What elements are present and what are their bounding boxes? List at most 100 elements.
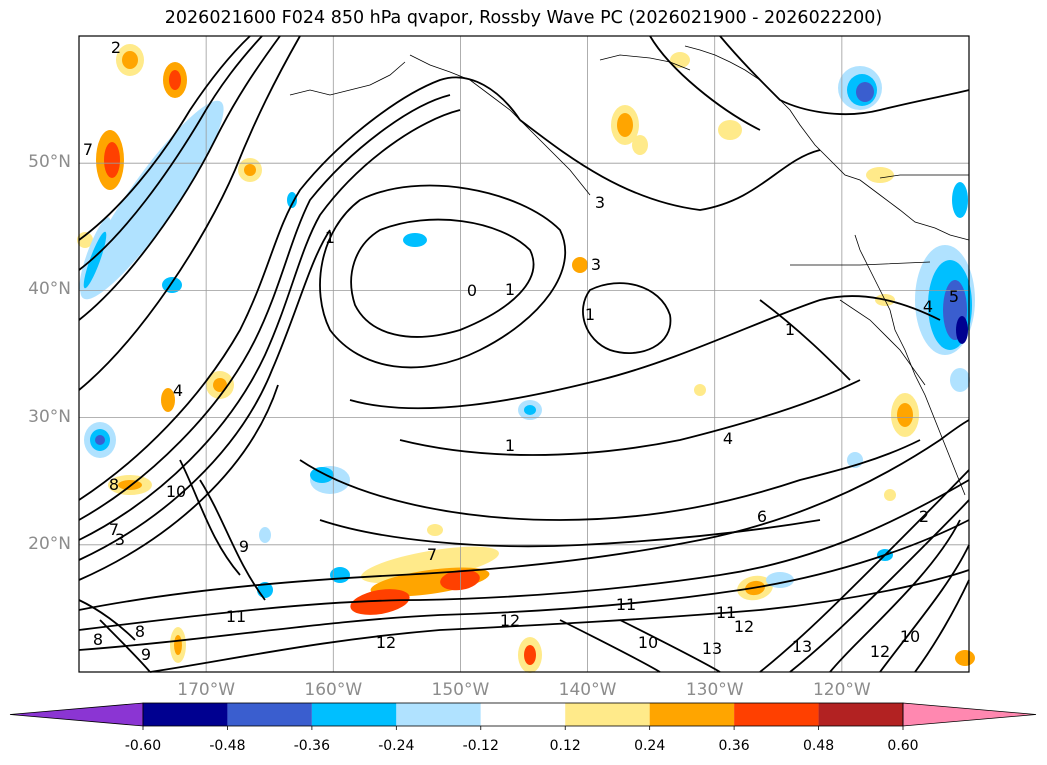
anomaly-blob — [950, 368, 970, 392]
contour-label: 1 — [785, 320, 795, 339]
anomaly-blob — [259, 527, 271, 543]
contour-line — [914, 579, 970, 673]
contour-label: 10 — [900, 627, 920, 646]
coastline — [839, 299, 926, 386]
contour-line — [319, 519, 821, 548]
contour-label: 1 — [585, 305, 595, 324]
contour-line — [582, 282, 672, 354]
anomaly-blob — [122, 51, 138, 69]
contour-line — [78, 35, 263, 271]
anomaly-blob — [80, 100, 224, 300]
contour-label: 2 — [111, 38, 121, 57]
anomaly-blob — [718, 120, 742, 140]
contour-line — [719, 35, 970, 116]
contour-line — [78, 229, 331, 561]
contour-line — [78, 35, 301, 391]
colorbar-tick-label: 0.60 — [887, 738, 919, 754]
contour-label: 3 — [591, 255, 601, 274]
colorbar-extend-max — [902, 702, 1037, 727]
map-title: 2026021600 F024 850 hPa qvapor, Rossby W… — [164, 8, 883, 28]
contour-line — [78, 519, 970, 651]
contour-label: 1 — [505, 280, 515, 299]
contour-label: 13 — [792, 637, 812, 656]
contour-line — [319, 184, 566, 369]
contour-label: 12 — [870, 642, 890, 661]
contour-label: 6 — [757, 507, 767, 526]
lat-label: 40°N — [28, 279, 71, 300]
anomaly-blob — [77, 232, 93, 248]
contour-line — [78, 384, 279, 581]
contour-line — [559, 619, 661, 673]
anomaly-blob — [95, 435, 105, 445]
contour-line — [829, 519, 961, 673]
contour-line — [519, 119, 821, 211]
contour-label: 7 — [83, 140, 93, 159]
colorbar-tick-label: 0.24 — [634, 738, 666, 754]
lon-label: 170°W — [177, 680, 236, 700]
colorbar — [9, 702, 1037, 730]
contour-label: 7 — [109, 520, 119, 539]
contour-line — [759, 299, 851, 381]
contour-line — [78, 76, 521, 501]
anomaly-blob — [956, 316, 968, 344]
anomaly-blob — [617, 113, 633, 137]
contour-line — [78, 94, 451, 521]
contour-line — [78, 479, 970, 631]
coastline — [879, 174, 969, 179]
coastline — [684, 45, 970, 241]
lon-label: 120°W — [812, 680, 871, 700]
contour-label: 12 — [500, 611, 520, 630]
contour-label: 9 — [141, 645, 151, 664]
anomaly-blob — [361, 546, 499, 584]
anomaly-blob — [897, 403, 913, 427]
anomaly-blob — [169, 70, 181, 90]
anomaly-blob — [427, 524, 443, 536]
colorbar-tick-label: 0.12 — [549, 738, 581, 754]
anomaly-blob — [104, 142, 120, 178]
contour-label: 8 — [135, 622, 145, 641]
contour-label: 12 — [376, 633, 396, 652]
contour-line — [179, 459, 241, 576]
colorbar-tick-label: -0.60 — [124, 738, 162, 754]
anomaly-blob — [572, 257, 588, 273]
anomaly-blob — [161, 388, 175, 412]
colorbar-bin — [227, 703, 312, 726]
coastline — [854, 234, 966, 496]
anomaly-blob — [884, 489, 896, 501]
lat-label: 50°N — [28, 152, 71, 173]
contour-line — [78, 35, 281, 321]
contour-label: 8 — [109, 475, 119, 494]
lon-label: 150°W — [431, 680, 490, 700]
colorbar-bin — [649, 703, 735, 726]
coastline — [409, 54, 591, 196]
contour-label: 10 — [638, 633, 658, 652]
contour-line — [649, 35, 761, 131]
contour-line — [199, 479, 266, 601]
colorbar-tick-label: -0.12 — [462, 738, 499, 754]
contour-label: 3 — [115, 530, 125, 549]
contour-line — [99, 619, 151, 673]
contour-line — [78, 419, 970, 611]
coastline — [289, 61, 406, 96]
contour-line — [78, 35, 251, 241]
anomaly-blob — [856, 82, 874, 102]
coastlines — [289, 45, 970, 496]
anomaly-blob — [287, 192, 297, 208]
contour-label: 13 — [702, 639, 722, 658]
contour-label: 4 — [173, 381, 183, 400]
lon-label: 160°W — [304, 680, 363, 700]
anomaly-blob — [866, 167, 894, 183]
colorbar-bin — [143, 703, 228, 726]
contour-label: 11 — [716, 603, 736, 622]
anomaly-blob — [694, 384, 706, 396]
anomaly-blob — [83, 231, 107, 289]
contour-label: 9 — [239, 537, 249, 556]
contour-label: 10 — [166, 482, 186, 501]
colorbar-tick-label: -0.48 — [209, 738, 246, 754]
anomaly-blob — [350, 589, 410, 615]
lon-label: 140°W — [558, 680, 617, 700]
contour-label: 11 — [616, 595, 636, 614]
contour-label: 5 — [949, 287, 959, 306]
